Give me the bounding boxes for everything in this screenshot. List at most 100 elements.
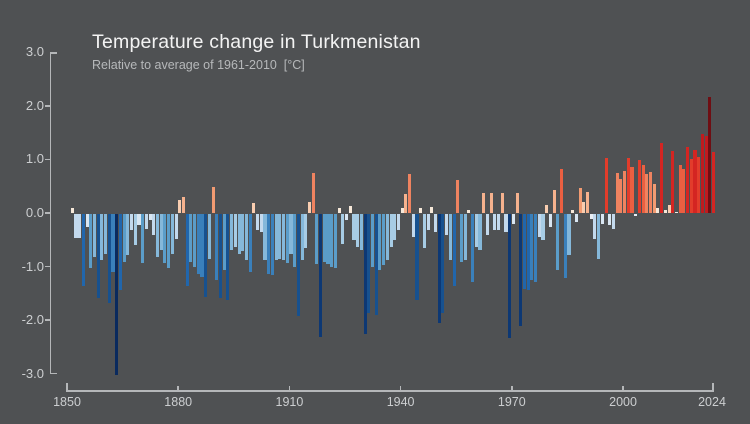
bar-1992 (593, 213, 597, 239)
bar-1984 (563, 213, 567, 279)
bar-1930 (363, 213, 367, 335)
bar-1965 (493, 213, 497, 231)
bar-1923 (337, 208, 341, 213)
bar-1872 (148, 213, 152, 221)
y-axis-tick-label: 2.0 (25, 97, 44, 113)
bar-2017 (686, 147, 690, 213)
bar-1926 (348, 206, 352, 213)
bar-1997 (611, 213, 615, 229)
bar-2014 (674, 211, 679, 213)
bar-1929 (359, 213, 363, 251)
bar-1871 (144, 213, 148, 229)
bar-1995 (604, 157, 608, 213)
bar-1950 (437, 213, 441, 323)
bar-1983 (560, 168, 564, 213)
bar-1899 (248, 213, 252, 273)
x-axis-line (66, 390, 714, 392)
bar-1949 (433, 213, 438, 233)
bar-1935 (382, 213, 386, 265)
bar-1961 (478, 213, 482, 251)
bar-1976 (534, 213, 538, 282)
bar-2018 (689, 159, 693, 213)
bar-1987 (574, 213, 578, 223)
bar-2010 (660, 143, 664, 213)
x-axis-right-hook (712, 383, 714, 392)
bar-1971 (515, 192, 519, 213)
bar-1915 (307, 202, 312, 213)
bar-1953 (448, 213, 452, 261)
y-axis-tick-label: 0.0 (25, 205, 44, 220)
bar-1946 (422, 213, 426, 249)
bar-1943 (411, 213, 415, 238)
bar-2008 (652, 183, 656, 213)
bar-2022 (704, 136, 708, 213)
y-axis-tick (44, 158, 50, 161)
bar-1942 (408, 173, 412, 213)
bar-1889 (211, 186, 215, 213)
bar-1862 (111, 213, 115, 273)
bar-1880 (178, 199, 182, 213)
bar-1931 (367, 213, 371, 313)
bar-1860 (104, 213, 108, 254)
bar-1909 (285, 213, 289, 264)
bar-1964 (489, 192, 493, 213)
bar-1968 (504, 213, 508, 233)
bar-2007 (648, 171, 653, 213)
bar-1869 (137, 213, 141, 226)
y-axis-tick-label: 3.0 (25, 44, 44, 60)
bar-1973 (522, 213, 527, 289)
bar-2012 (667, 204, 671, 213)
bar-1861 (107, 213, 111, 303)
bar-1881 (181, 196, 185, 213)
bar-1873 (152, 213, 156, 236)
bar-2020 (697, 156, 701, 213)
bar-1937 (389, 213, 393, 247)
bar-1910 (289, 213, 293, 254)
bar-1906 (274, 213, 278, 261)
bar-1887 (204, 213, 208, 297)
bar-1904 (267, 213, 271, 274)
bar-1865 (122, 213, 126, 262)
bar-1886 (200, 213, 204, 277)
bar-1851 (70, 207, 74, 213)
bar-1922 (333, 213, 337, 269)
bar-2003 (634, 213, 638, 217)
bar-2004 (637, 160, 641, 213)
bar-1907 (278, 213, 282, 259)
bar-1975 (530, 213, 534, 280)
y-axis-tick (44, 212, 50, 214)
bar-1858 (96, 213, 100, 299)
bar-1994 (600, 213, 604, 224)
y-axis-tick (44, 319, 50, 321)
bar-1999 (619, 178, 623, 213)
x-axis-tick (177, 386, 179, 391)
x-axis-tick-label: 1850 (53, 395, 81, 409)
bar-1966 (497, 213, 501, 230)
bar-2019 (693, 150, 697, 213)
bar-1972 (519, 213, 523, 327)
bar-1917 (315, 213, 319, 265)
bar-1990 (585, 191, 590, 213)
bar-2024 (712, 152, 716, 213)
y-axis-tick (44, 265, 50, 268)
bar-1855 (85, 213, 89, 227)
bar-1900 (252, 203, 256, 213)
bar-1874 (155, 213, 160, 257)
bar-1892 (222, 213, 226, 271)
bar-1958 (467, 210, 471, 213)
bar-1938 (393, 213, 397, 241)
bar-1919 (322, 213, 326, 262)
bar-1908 (282, 213, 286, 261)
bar-1893 (226, 213, 230, 300)
bar-1988 (578, 188, 582, 213)
bar-1867 (130, 213, 134, 231)
x-axis-tick-label: 2024 (698, 395, 726, 409)
bar-1960 (474, 213, 478, 247)
bar-1934 (378, 213, 382, 270)
bar-1957 (463, 213, 467, 261)
bar-1903 (263, 213, 267, 261)
bar-1977 (537, 213, 541, 238)
y-axis-tick-label: 1.0 (25, 151, 44, 167)
bar-1878 (170, 213, 174, 254)
x-axis-tick (399, 386, 402, 391)
